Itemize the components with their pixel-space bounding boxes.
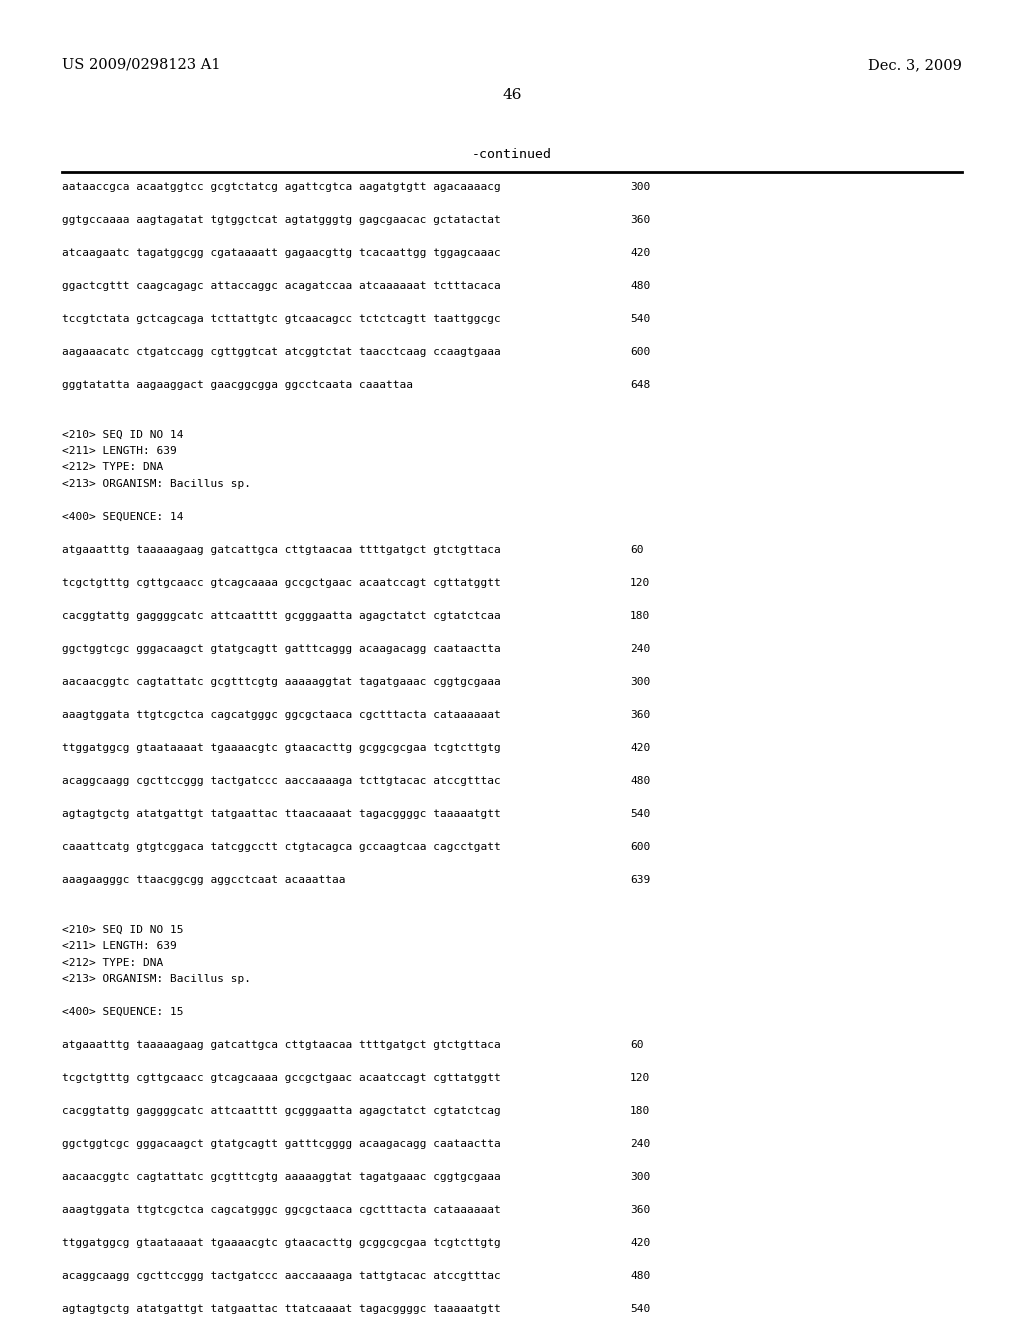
Text: 480: 480 [630, 776, 650, 785]
Text: atgaaatttg taaaaagaag gatcattgca cttgtaacaa ttttgatgct gtctgttaca: atgaaatttg taaaaagaag gatcattgca cttgtaa… [62, 545, 501, 554]
Text: 46: 46 [502, 88, 522, 102]
Text: 60: 60 [630, 545, 643, 554]
Text: <212> TYPE: DNA: <212> TYPE: DNA [62, 957, 163, 968]
Text: 240: 240 [630, 1139, 650, 1148]
Text: acaggcaagg cgcttccggg tactgatccc aaccaaaaga tattgtacac atccgtttac: acaggcaagg cgcttccggg tactgatccc aaccaaa… [62, 1271, 501, 1280]
Text: ggctggtcgc gggacaagct gtatgcagtt gatttcgggg acaagacagg caataactta: ggctggtcgc gggacaagct gtatgcagtt gatttcg… [62, 1139, 501, 1148]
Text: aacaacggtc cagtattatc gcgtttcgtg aaaaaggtat tagatgaaac cggtgcgaaa: aacaacggtc cagtattatc gcgtttcgtg aaaaagg… [62, 677, 501, 686]
Text: 60: 60 [630, 1040, 643, 1049]
Text: 648: 648 [630, 380, 650, 389]
Text: ggactcgttt caagcagagc attaccaggc acagatccaa atcaaaaaat tctttacaca: ggactcgttt caagcagagc attaccaggc acagatc… [62, 281, 501, 290]
Text: agtagtgctg atatgattgt tatgaattac ttatcaaaat tagacggggc taaaaatgtt: agtagtgctg atatgattgt tatgaattac ttatcaa… [62, 1304, 501, 1313]
Text: 639: 639 [630, 875, 650, 884]
Text: 480: 480 [630, 281, 650, 290]
Text: atcaagaatc tagatggcgg cgataaaatt gagaacgttg tcacaattgg tggagcaaac: atcaagaatc tagatggcgg cgataaaatt gagaacg… [62, 248, 501, 257]
Text: ttggatggcg gtaataaaat tgaaaacgtc gtaacacttg gcggcgcgaa tcgtcttgtg: ttggatggcg gtaataaaat tgaaaacgtc gtaacac… [62, 743, 501, 752]
Text: 420: 420 [630, 248, 650, 257]
Text: 360: 360 [630, 215, 650, 224]
Text: tcgctgtttg cgttgcaacc gtcagcaaaa gccgctgaac acaatccagt cgttatggtt: tcgctgtttg cgttgcaacc gtcagcaaaa gccgctg… [62, 578, 501, 587]
Text: <400> SEQUENCE: 15: <400> SEQUENCE: 15 [62, 1007, 183, 1016]
Text: <213> ORGANISM: Bacillus sp.: <213> ORGANISM: Bacillus sp. [62, 974, 251, 983]
Text: 540: 540 [630, 1304, 650, 1313]
Text: <211> LENGTH: 639: <211> LENGTH: 639 [62, 446, 177, 455]
Text: 180: 180 [630, 1106, 650, 1115]
Text: US 2009/0298123 A1: US 2009/0298123 A1 [62, 58, 220, 73]
Text: aataaccgca acaatggtcc gcgtctatcg agattcgtca aagatgtgtt agacaaaacg: aataaccgca acaatggtcc gcgtctatcg agattcg… [62, 182, 501, 191]
Text: <210> SEQ ID NO 15: <210> SEQ ID NO 15 [62, 924, 183, 935]
Text: 300: 300 [630, 677, 650, 686]
Text: tcgctgtttg cgttgcaacc gtcagcaaaa gccgctgaac acaatccagt cgttatggtt: tcgctgtttg cgttgcaacc gtcagcaaaa gccgctg… [62, 1073, 501, 1082]
Text: 360: 360 [630, 710, 650, 719]
Text: gggtatatta aagaaggact gaacggcgga ggcctcaata caaattaa: gggtatatta aagaaggact gaacggcgga ggcctca… [62, 380, 413, 389]
Text: aaagtggata ttgtcgctca cagcatgggc ggcgctaaca cgctttacta cataaaaaat: aaagtggata ttgtcgctca cagcatgggc ggcgcta… [62, 710, 501, 719]
Text: <213> ORGANISM: Bacillus sp.: <213> ORGANISM: Bacillus sp. [62, 479, 251, 488]
Text: ggtgccaaaa aagtagatat tgtggctcat agtatgggtg gagcgaacac gctatactat: ggtgccaaaa aagtagatat tgtggctcat agtatgg… [62, 215, 501, 224]
Text: 360: 360 [630, 1205, 650, 1214]
Text: 120: 120 [630, 578, 650, 587]
Text: cacggtattg gaggggcatc attcaatttt gcgggaatta agagctatct cgtatctcaa: cacggtattg gaggggcatc attcaatttt gcgggaa… [62, 611, 501, 620]
Text: 480: 480 [630, 1271, 650, 1280]
Text: agtagtgctg atatgattgt tatgaattac ttaacaaaat tagacggggc taaaaatgtt: agtagtgctg atatgattgt tatgaattac ttaacaa… [62, 809, 501, 818]
Text: ggctggtcgc gggacaagct gtatgcagtt gatttcaggg acaagacagg caataactta: ggctggtcgc gggacaagct gtatgcagtt gatttca… [62, 644, 501, 653]
Text: <211> LENGTH: 639: <211> LENGTH: 639 [62, 941, 177, 950]
Text: <212> TYPE: DNA: <212> TYPE: DNA [62, 462, 163, 473]
Text: atgaaatttg taaaaagaag gatcattgca cttgtaacaa ttttgatgct gtctgttaca: atgaaatttg taaaaagaag gatcattgca cttgtaa… [62, 1040, 501, 1049]
Text: 300: 300 [630, 182, 650, 191]
Text: -continued: -continued [472, 148, 552, 161]
Text: aaagaagggc ttaacggcgg aggcctcaat acaaattaa: aaagaagggc ttaacggcgg aggcctcaat acaaatt… [62, 875, 345, 884]
Text: 300: 300 [630, 1172, 650, 1181]
Text: 600: 600 [630, 842, 650, 851]
Text: aagaaacatc ctgatccagg cgttggtcat atcggtctat taacctcaag ccaagtgaaa: aagaaacatc ctgatccagg cgttggtcat atcggtc… [62, 347, 501, 356]
Text: <400> SEQUENCE: 14: <400> SEQUENCE: 14 [62, 512, 183, 521]
Text: Dec. 3, 2009: Dec. 3, 2009 [868, 58, 962, 73]
Text: <210> SEQ ID NO 14: <210> SEQ ID NO 14 [62, 429, 183, 440]
Text: 180: 180 [630, 611, 650, 620]
Text: 120: 120 [630, 1073, 650, 1082]
Text: tccgtctata gctcagcaga tcttattgtc gtcaacagcc tctctcagtt taattggcgc: tccgtctata gctcagcaga tcttattgtc gtcaaca… [62, 314, 501, 323]
Text: acaggcaagg cgcttccggg tactgatccc aaccaaaaga tcttgtacac atccgtttac: acaggcaagg cgcttccggg tactgatccc aaccaaa… [62, 776, 501, 785]
Text: 240: 240 [630, 644, 650, 653]
Text: ttggatggcg gtaataaaat tgaaaacgtc gtaacacttg gcggcgcgaa tcgtcttgtg: ttggatggcg gtaataaaat tgaaaacgtc gtaacac… [62, 1238, 501, 1247]
Text: cacggtattg gaggggcatc attcaatttt gcgggaatta agagctatct cgtatctcag: cacggtattg gaggggcatc attcaatttt gcgggaa… [62, 1106, 501, 1115]
Text: caaattcatg gtgtcggaca tatcggcctt ctgtacagca gccaagtcaa cagcctgatt: caaattcatg gtgtcggaca tatcggcctt ctgtaca… [62, 842, 501, 851]
Text: 540: 540 [630, 809, 650, 818]
Text: 540: 540 [630, 314, 650, 323]
Text: aaagtggata ttgtcgctca cagcatgggc ggcgctaaca cgctttacta cataaaaaat: aaagtggata ttgtcgctca cagcatgggc ggcgcta… [62, 1205, 501, 1214]
Text: 420: 420 [630, 1238, 650, 1247]
Text: aacaacggtc cagtattatc gcgtttcgtg aaaaaggtat tagatgaaac cggtgcgaaa: aacaacggtc cagtattatc gcgtttcgtg aaaaagg… [62, 1172, 501, 1181]
Text: 420: 420 [630, 743, 650, 752]
Text: 600: 600 [630, 347, 650, 356]
